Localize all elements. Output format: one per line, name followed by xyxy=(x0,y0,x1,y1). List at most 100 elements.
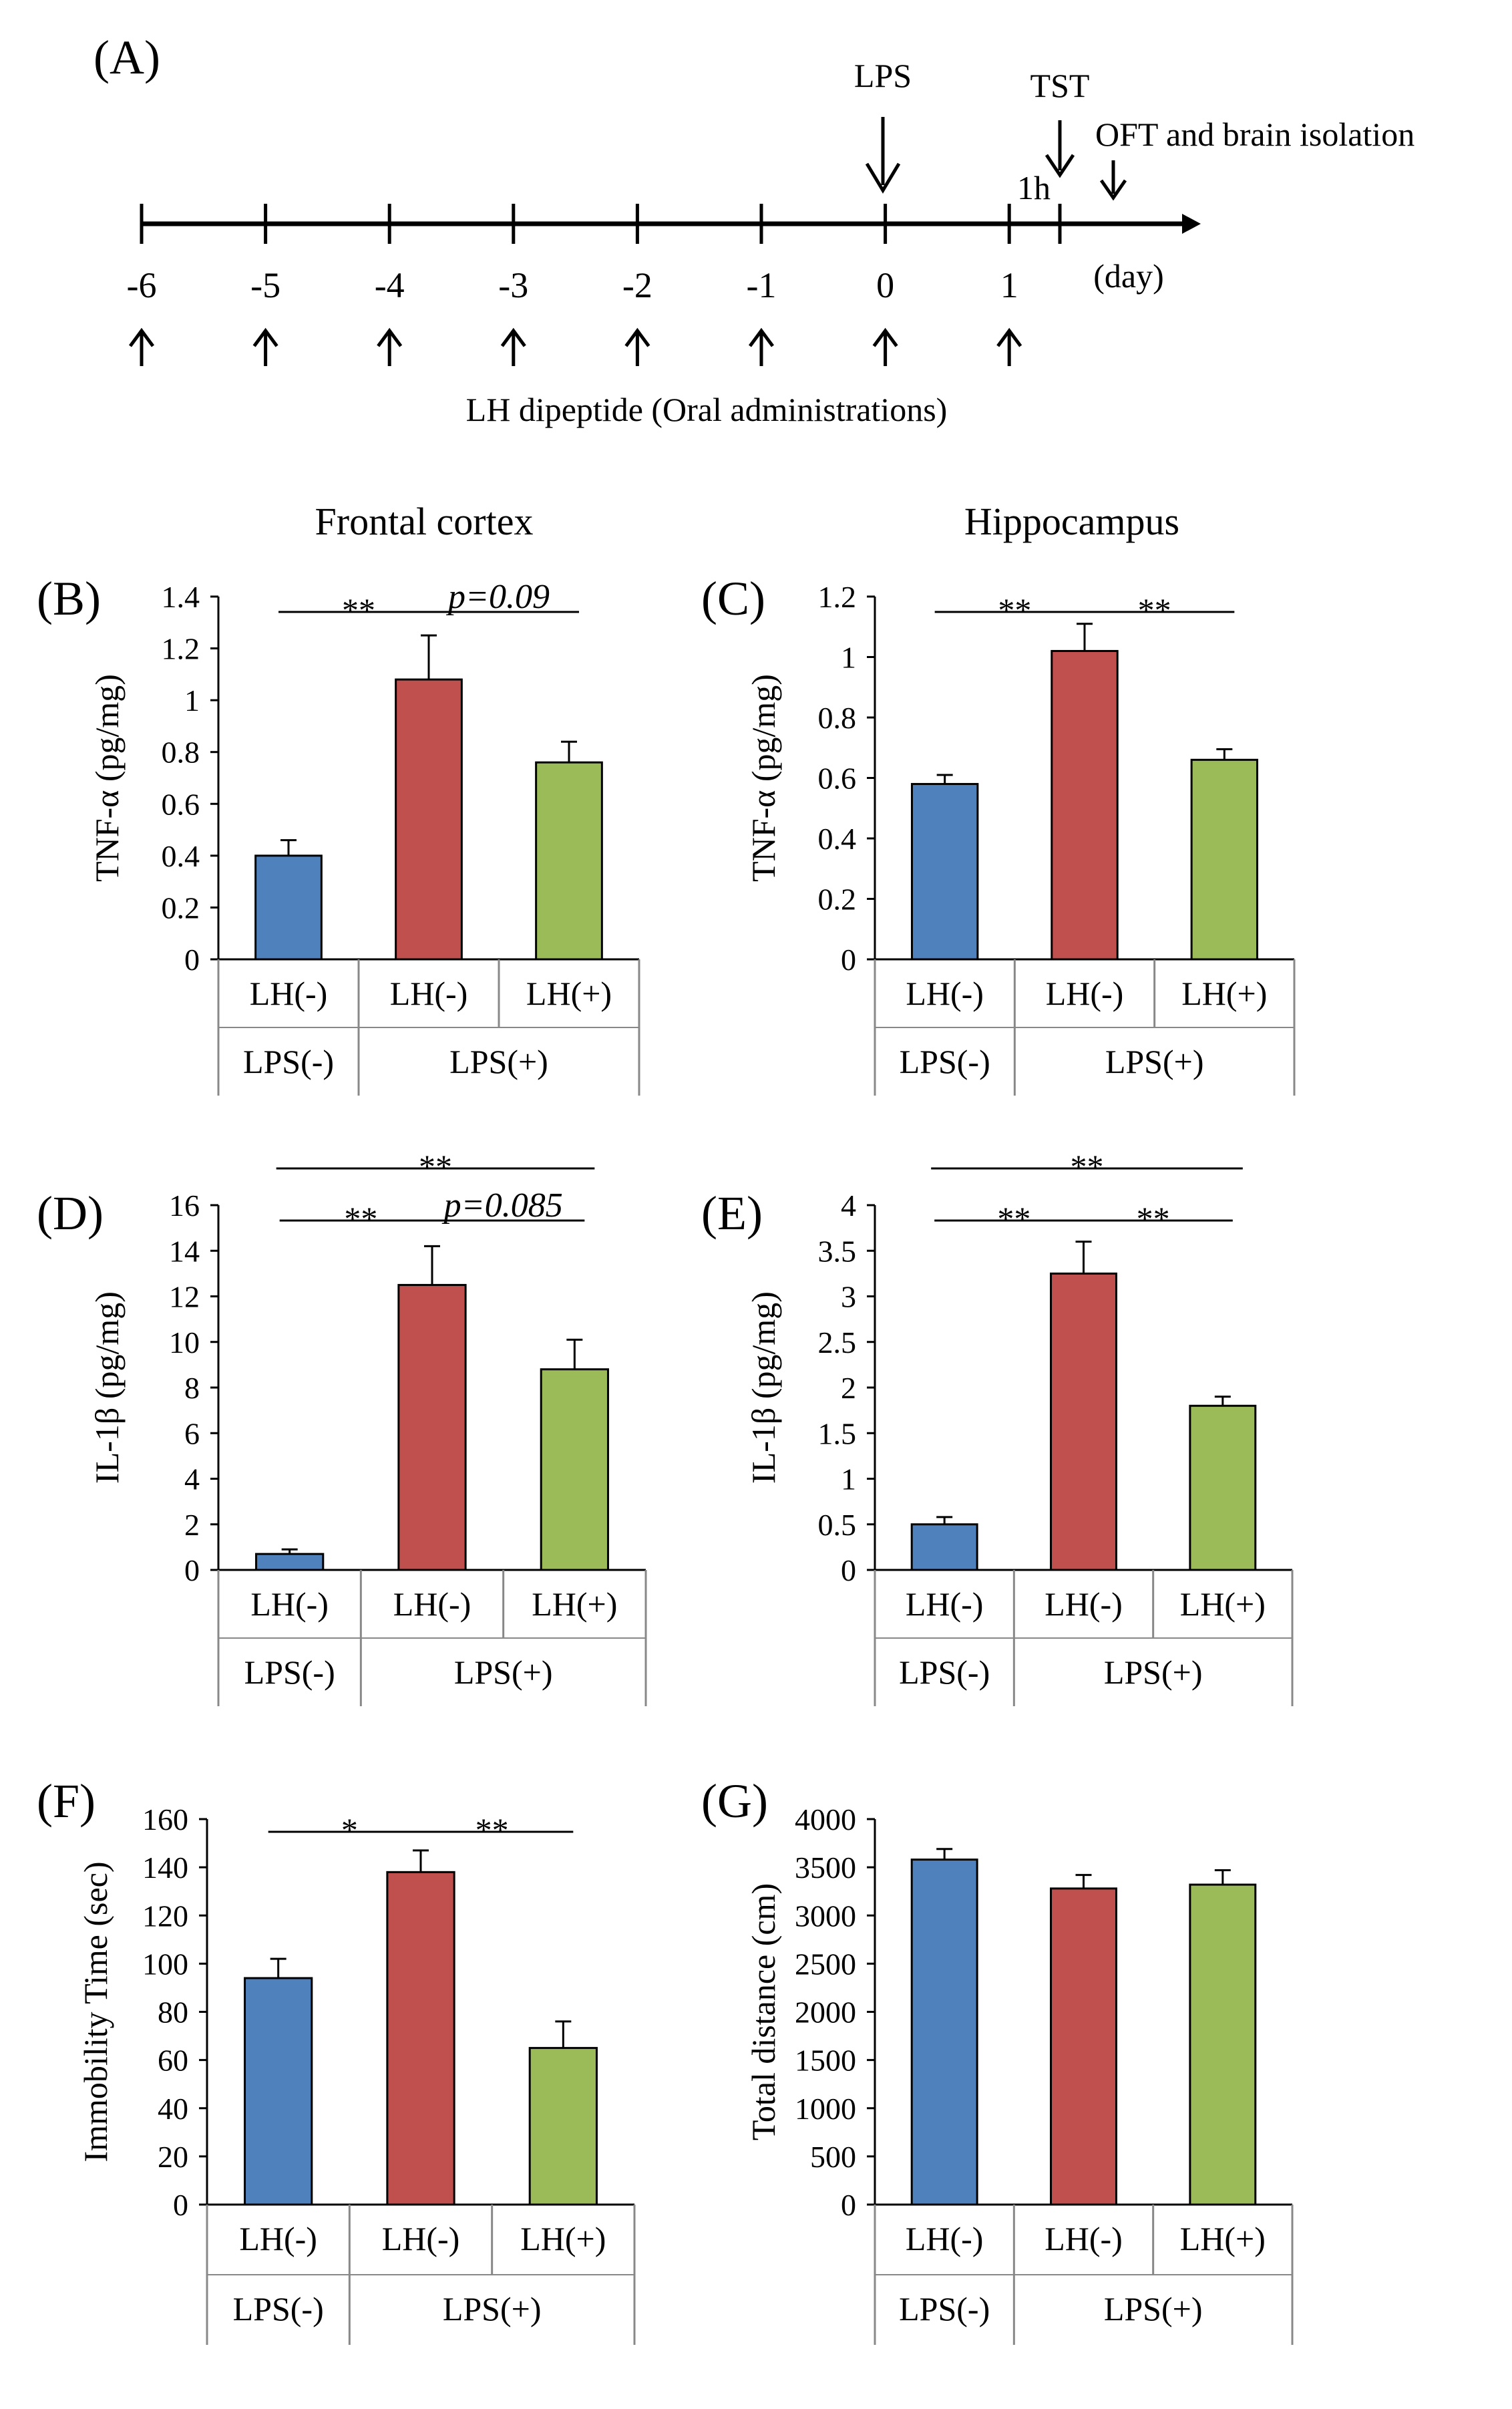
y-tick-label: 4 xyxy=(841,1188,856,1223)
chart-panel-b: (B) TNF-α (pg/mg) 0 0.2 0.4 0.6 0.8 1 1.2 1.4 LH(-… xyxy=(37,572,640,1096)
y-tick-label: 10 xyxy=(169,1325,200,1359)
y-axis-label: IL-1β (pg/mg) xyxy=(745,1291,782,1484)
bar xyxy=(1051,649,1119,961)
chart-panel-c: (C) TNF-α (pg/mg) 0 0.2 0.4 0.6 0.8 1 1.2 LH(-) LH… xyxy=(701,572,1296,1096)
y-tick-label: 0 xyxy=(173,2188,188,2222)
category-label: LH(-) xyxy=(1045,2220,1123,2257)
bar xyxy=(535,761,603,961)
category-label: LH(-) xyxy=(906,2220,984,2257)
chart-panel-e: (E) IL-1β (pg/mg) 0 0.5 1 1.5 2 2.5 3 3.5 4 LH(-) LH… xyxy=(701,1148,1294,1706)
category-label: LH(+) xyxy=(520,2220,606,2257)
bar xyxy=(910,1523,978,1571)
y-tick-label: 0 xyxy=(184,943,200,977)
y-tick-label: 1.4 xyxy=(162,580,200,614)
day-label: -4 xyxy=(375,265,405,305)
y-tick-label: 80 xyxy=(158,1995,188,2030)
y-tick-label: 2000 xyxy=(795,1995,856,2030)
group-label: LPS(+) xyxy=(1105,1043,1204,1080)
group-label: LPS(-) xyxy=(899,2290,990,2327)
y-axis-label: IL-1β (pg/mg) xyxy=(88,1291,126,1484)
tst-arrow-head xyxy=(1045,154,1075,178)
bar xyxy=(254,854,323,961)
group-label: LPS(+) xyxy=(449,1043,548,1080)
bar xyxy=(397,1283,467,1571)
y-tick-label: 4000 xyxy=(795,1802,856,1836)
y-tick-label: 100 xyxy=(142,1947,188,1981)
y-tick-label: 0.2 xyxy=(162,891,200,925)
lps-label: LPS xyxy=(854,57,912,94)
y-tick-label: 0.4 xyxy=(162,839,200,873)
group-label: LPS(+) xyxy=(454,1653,553,1691)
y-tick-label: 3000 xyxy=(795,1899,856,1933)
significance-label: p=0.085 xyxy=(441,1186,563,1225)
admin-arrow-head xyxy=(500,327,526,347)
y-tick-label: 0.5 xyxy=(818,1508,857,1542)
y-axis-label: Immobility Time (sec) xyxy=(77,1862,114,2162)
day-label: 1 xyxy=(1000,265,1018,305)
group-label: LPS(-) xyxy=(244,1653,335,1691)
y-tick-label: 1500 xyxy=(795,2044,856,2078)
bar xyxy=(1189,1404,1257,1571)
y-tick-label: 2.5 xyxy=(818,1325,857,1359)
category-label: LH(-) xyxy=(1046,975,1124,1012)
y-axis-label: TNF-α (pg/mg) xyxy=(745,674,782,882)
y-tick-label: 1 xyxy=(184,683,200,717)
panel-label: (E) xyxy=(701,1186,763,1240)
y-tick-label: 0.8 xyxy=(818,701,857,735)
significance-label: p=0.09 xyxy=(445,578,550,616)
timeline-ticks: -6 -5 -4 -3 -2 -1 0 1 xyxy=(127,204,1022,366)
y-tick-label: 3 xyxy=(841,1280,856,1314)
bar xyxy=(395,678,463,961)
y-tick-label: 1.2 xyxy=(162,632,200,666)
admin-arrow-head xyxy=(128,327,155,347)
category-label: LH(-) xyxy=(250,1585,329,1623)
bar xyxy=(528,2047,598,2206)
y-tick-label: 0 xyxy=(184,1553,200,1587)
y-tick-label: 1.2 xyxy=(818,580,857,614)
significance-label: ** xyxy=(1071,1148,1104,1185)
bar xyxy=(910,783,979,961)
significance-label: ** xyxy=(998,591,1031,629)
y-tick-label: 0.6 xyxy=(162,787,200,821)
y-tick-label: 20 xyxy=(158,2140,188,2174)
group-label: LPS(+) xyxy=(1104,2290,1203,2327)
group-label: LPS(+) xyxy=(1104,1653,1203,1691)
panel-label: (D) xyxy=(37,1186,104,1240)
oft-arrow-head xyxy=(1099,179,1127,201)
y-tick-label: 1 xyxy=(841,1462,856,1496)
significance-label: ** xyxy=(997,1200,1030,1237)
category-label: LH(+) xyxy=(1181,975,1267,1012)
category-label: LH(-) xyxy=(250,975,328,1012)
bar xyxy=(244,1977,313,2206)
bar xyxy=(1189,1883,1257,2206)
bar xyxy=(1050,1887,1117,2206)
tst-label: TST xyxy=(1030,67,1090,104)
y-tick-label: 140 xyxy=(142,1851,188,1885)
y-tick-label: 2 xyxy=(841,1371,856,1405)
y-tick-label: 12 xyxy=(169,1280,200,1314)
significance-label: * xyxy=(341,1811,358,1849)
admin-arrow-head xyxy=(624,327,650,347)
chart-panel-f: (F) Immobility Time (sec) 0 20 40 60 80 100 120 1… xyxy=(37,1774,636,2345)
oft-label: OFT and brain isolation xyxy=(1095,116,1414,153)
y-tick-label: 0 xyxy=(841,1553,856,1587)
admin-label: LH dipeptide (Oral administrations) xyxy=(466,391,948,428)
lps-arrow-head xyxy=(865,162,901,194)
group-label: LPS(-) xyxy=(233,2290,324,2327)
significance-label: ** xyxy=(344,1200,377,1237)
chart-panel-g: (G) Total distance (cm) 0 500 1000 1500 2000 25… xyxy=(701,1774,1294,2345)
category-label: LH(-) xyxy=(906,1585,984,1623)
panel-label: (B) xyxy=(37,572,101,625)
y-tick-label: 1.5 xyxy=(818,1416,857,1450)
y-tick-label: 16 xyxy=(169,1188,200,1223)
y-tick-label: 2 xyxy=(184,1508,200,1542)
category-label: LH(-) xyxy=(393,1585,471,1623)
timeline-unit: (day) xyxy=(1093,257,1164,295)
y-tick-label: 0.4 xyxy=(818,822,857,856)
significance-label: ** xyxy=(476,1811,509,1849)
y-tick-label: 6 xyxy=(184,1416,200,1450)
admin-arrow-head xyxy=(872,327,898,347)
bar xyxy=(910,1859,978,2206)
panel-label: (C) xyxy=(701,572,765,625)
significance-label: ** xyxy=(342,591,375,629)
